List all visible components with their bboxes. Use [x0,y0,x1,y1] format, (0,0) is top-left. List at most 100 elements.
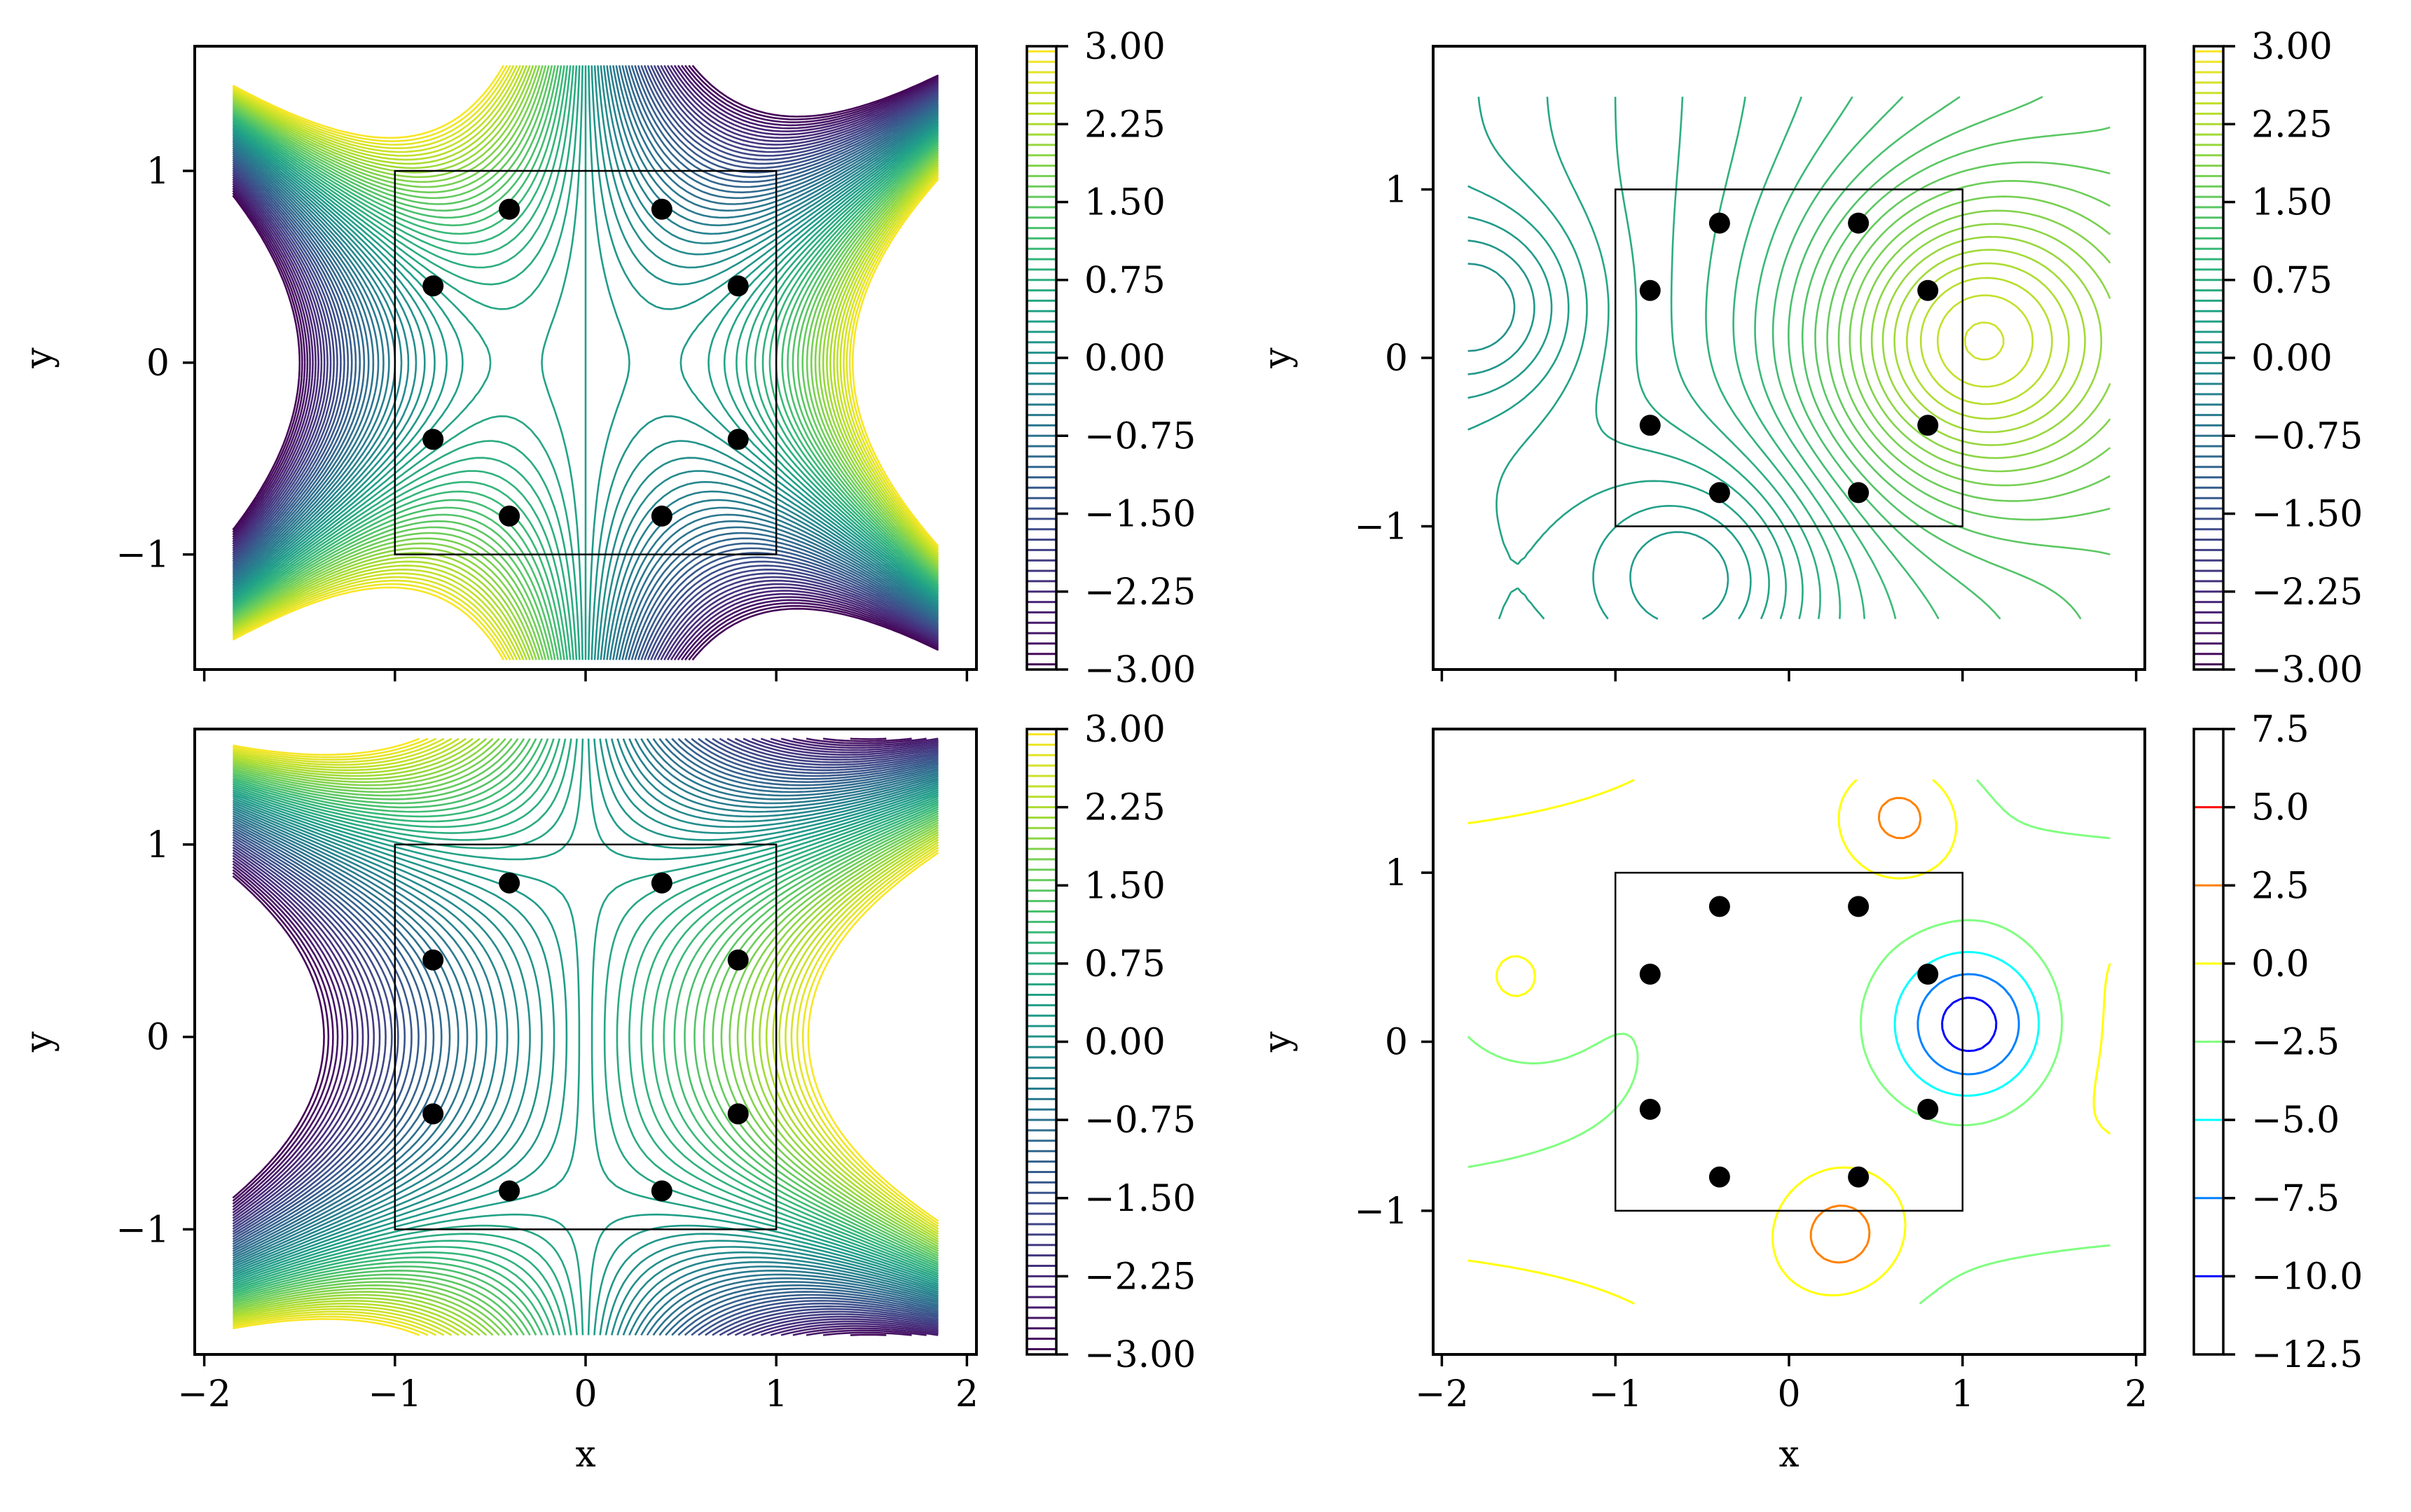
contour-level [232,737,912,1336]
reference-box [1614,188,1964,527]
contour-level [1467,240,1535,375]
data-point [1639,1099,1661,1121]
colorbar-tick-label: 1.50 [2251,182,2333,224]
reference-box [394,169,778,555]
contour-level [232,737,939,1336]
contour-level [232,737,939,1336]
contour-level [232,65,939,660]
contour-level [232,64,939,660]
y-tick-label: 0 [146,1017,170,1059]
data-point [422,275,444,297]
contour-level [1837,180,2111,502]
contour-level [232,64,939,661]
colorbar-tick-label: 1.50 [1084,182,1166,224]
contour-level [1705,96,1842,619]
contour-level [232,65,939,660]
contour-level [1849,195,2111,487]
contour-level [232,65,939,660]
x-tick-label: 0 [1777,1373,1800,1415]
contour-level [232,737,939,1336]
contour-level [1860,209,2111,473]
contour-level [232,64,939,660]
data-point [651,1180,672,1202]
data-point [1639,279,1661,301]
colorbar-tick-label: 2.5 [2251,865,2309,907]
data-point [1848,896,1870,917]
contour-level [232,737,939,1336]
contour-level [232,64,939,660]
contour-level [232,738,939,1336]
contour-level [232,64,939,660]
data-point [1917,279,1939,301]
contour-level [233,737,939,1336]
colorbar-tick-label: 0.75 [2251,260,2333,302]
contour-level [1467,779,2111,1305]
y-tick-label: 0 [1385,1022,1408,1064]
data-point [1708,896,1730,917]
axes-frame [1432,45,2146,671]
contour-level [1893,950,2040,1097]
y-axis-label: y [18,347,60,369]
colorbar-tick-label: 3.00 [1084,26,1166,68]
contour-level [1771,96,1940,620]
colorbar-tick-label: 0.75 [1084,943,1166,985]
contour-level [232,65,939,660]
x-tick-label: 1 [1951,1373,1974,1415]
contour-level [232,65,939,660]
x-tick-label: 2 [955,1373,979,1415]
colorbar-tick-label: 2.25 [1084,104,1166,146]
contour-level [233,737,939,1336]
contour-level [232,738,939,1336]
y-tick-label: 0 [1385,338,1408,380]
contour-level [232,64,939,660]
y-tick-label: −1 [116,1209,170,1251]
contour-level [232,738,939,1336]
colorbar-tick-label: −2.5 [2251,1022,2340,1064]
colorbar-tick-label: 0.75 [1084,260,1166,302]
contour-level [232,737,939,1336]
contour-level [233,738,939,1336]
contour-level [232,738,939,1336]
contour-level [233,737,939,1336]
contour-level [232,65,939,660]
contour-level [232,64,939,660]
colorbar-tick-label: 1.50 [1084,865,1166,907]
contour-level [232,65,939,660]
contour-level [1941,997,1998,1053]
colorbar-tick-label: −1.50 [2251,494,2363,536]
colorbar-tick-label: 2.25 [2251,104,2333,146]
contour-level [232,737,939,1336]
contour-level [1963,321,2005,361]
reference-box [394,843,778,1230]
data-point [1708,1166,1730,1188]
contour-level [233,738,939,1336]
contour-level [232,738,939,1336]
contour-level [233,737,939,1336]
contour-level [1546,97,1787,620]
colorbar-tick-label: −2.25 [2251,571,2363,613]
y-axis-label: y [1257,1031,1299,1053]
colorbar-tick-label: 0.0 [2251,943,2309,985]
contour-level [1919,277,2053,405]
colorbar-tick-label: 3.00 [2251,26,2333,68]
data-point [1917,963,1939,985]
contour-level [232,65,939,660]
x-tick-label: 0 [574,1373,597,1415]
colorbar: 3.00 2.25 1.50 0.75 0.00 −0.75 −1.50 −2.25 −3.00 [2192,26,2363,691]
data-point [422,1103,444,1125]
colorbar-tick-label: 0.00 [2251,338,2333,380]
data-point [651,198,672,220]
colorbar-tick-label: 0.00 [1084,1022,1166,1064]
contour-level [232,64,939,660]
y-tick-label: −1 [1354,506,1408,548]
y-axis-label: y [1257,347,1299,369]
contour-lines [232,64,939,661]
contour-level [1906,262,2070,420]
data-point [1848,212,1870,234]
contour-level [232,65,939,660]
colorbar-tick-label: −0.75 [1084,1100,1196,1142]
contour-level [1467,263,1516,352]
contour-level [1670,97,1821,619]
contour-level [1477,97,1770,620]
colorbar: 3.00 2.25 1.50 0.75 0.00 −0.75 −1.50 −2.25 −3.00 [1025,709,1196,1376]
